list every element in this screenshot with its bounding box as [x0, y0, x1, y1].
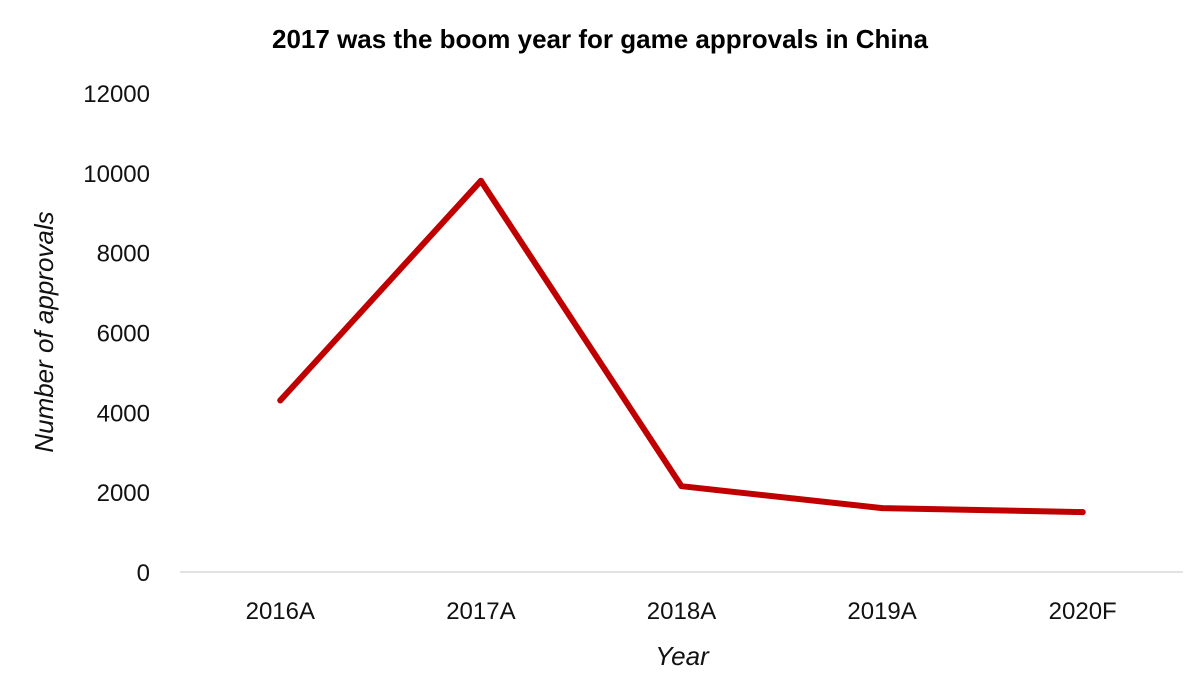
x-axis-title: Year	[655, 641, 710, 671]
data-point	[879, 505, 886, 512]
y-tick-label: 10000	[83, 161, 150, 188]
data-point	[678, 483, 685, 490]
x-tick-label: 2020F	[1049, 598, 1117, 625]
y-tick-label: 12000	[83, 81, 150, 108]
y-tick-label: 4000	[97, 400, 150, 427]
chart-title: 2017 was the boom year for game approval…	[272, 24, 929, 54]
data-point	[1079, 509, 1086, 516]
data-point	[277, 397, 284, 404]
x-axis-ticks: 2016A 2017A 2018A 2019A 2020F	[246, 598, 1117, 625]
series-line	[277, 177, 1086, 516]
series-group	[277, 177, 1086, 516]
data-point	[477, 177, 484, 184]
x-tick-label: 2019A	[847, 598, 916, 625]
y-tick-label: 0	[137, 560, 150, 587]
x-tick-label: 2016A	[246, 598, 315, 625]
y-axis-title: Number of approvals	[29, 211, 59, 452]
y-axis-ticks: 0 2000 4000 6000 8000 10000 12000	[83, 81, 150, 587]
x-tick-label: 2017A	[446, 598, 515, 625]
y-tick-label: 8000	[97, 241, 150, 268]
y-tick-label: 6000	[97, 321, 150, 348]
x-tick-label: 2018A	[647, 598, 716, 625]
y-tick-label: 2000	[97, 480, 150, 507]
